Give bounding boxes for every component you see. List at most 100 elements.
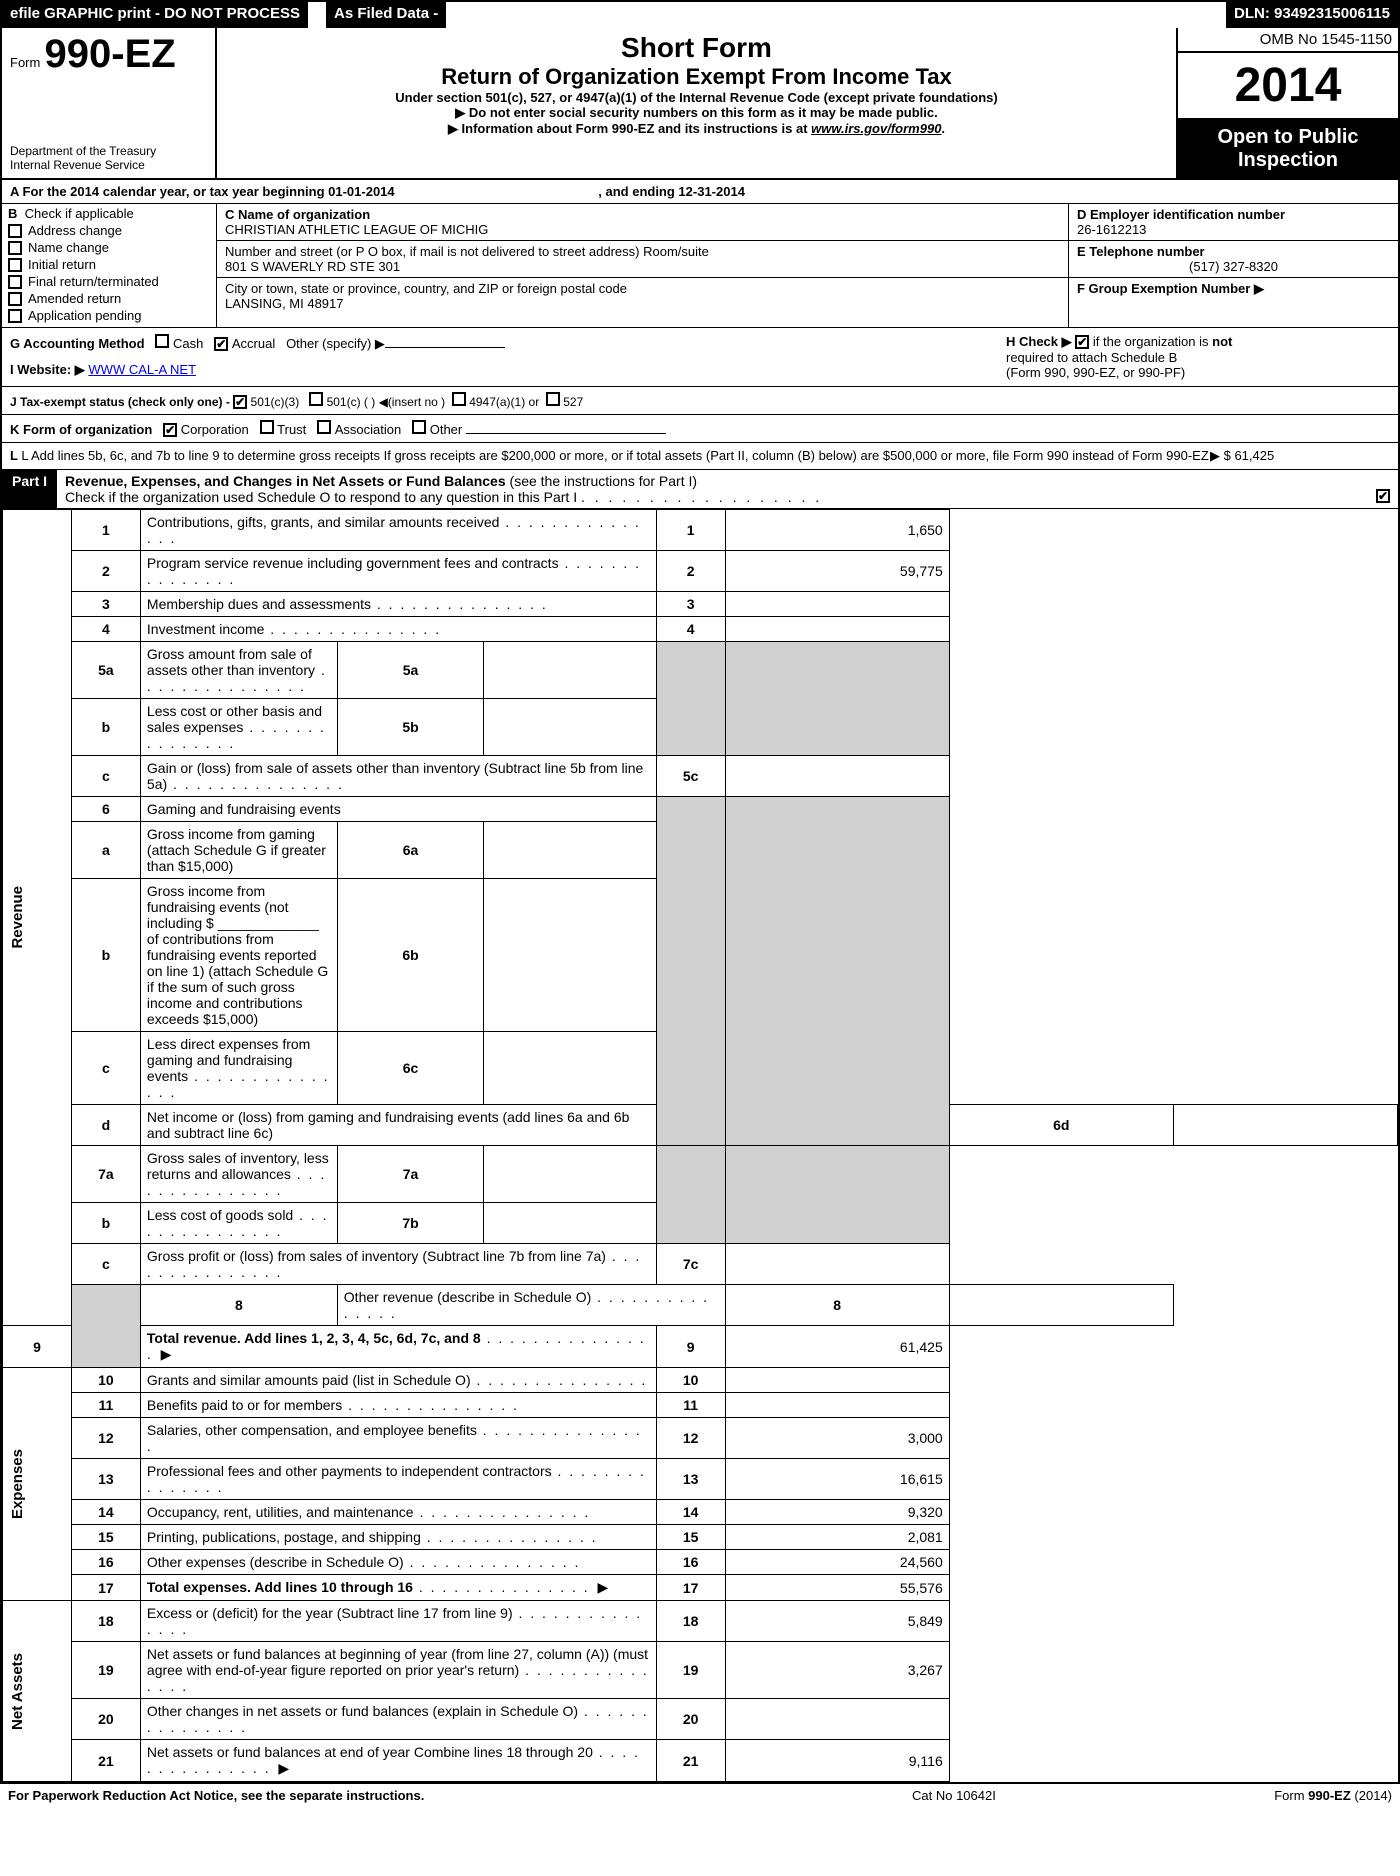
dln-label: DLN: 93492315006115: [1226, 2, 1398, 28]
chk-accrual[interactable]: ✔: [214, 337, 228, 351]
chk-501c[interactable]: [309, 392, 323, 406]
chk-4947[interactable]: [452, 392, 466, 406]
b-item: Initial return: [28, 257, 96, 272]
org-street: 801 S WAVERLY RD STE 301: [225, 259, 1060, 274]
sub-amt: [484, 879, 656, 1032]
line-ref: 14: [656, 1500, 725, 1525]
form-ref: Form 990-EZ (2014): [1162, 1788, 1392, 1803]
chk-corp[interactable]: ✔: [163, 423, 177, 437]
line-num: d: [71, 1105, 140, 1146]
website-link[interactable]: WWW CAL-A NET: [88, 362, 196, 377]
expenses-label: Expenses: [9, 1449, 26, 1519]
grey-cell: [71, 1285, 140, 1368]
chk-assoc[interactable]: [317, 420, 331, 434]
line-ref: 19: [656, 1642, 725, 1699]
b-item: Final return/terminated: [28, 274, 159, 289]
a-end: , and ending 12-31-2014: [598, 184, 745, 199]
col-b: B Check if applicable Address change Nam…: [2, 204, 217, 327]
efile-label: efile GRAPHIC print - DO NOT PROCESS: [2, 2, 308, 28]
chk-schedule-o[interactable]: ✔: [1376, 489, 1390, 503]
chk-cash[interactable]: [155, 334, 169, 348]
line-num: 5a: [71, 642, 140, 699]
line-num: 17: [71, 1575, 140, 1601]
part1-check: Check if the organization used Schedule …: [65, 489, 577, 505]
line-num: b: [71, 1203, 140, 1244]
j-c: 4947(a)(1) or: [469, 395, 539, 409]
line-num: c: [71, 1032, 140, 1105]
chk-name[interactable]: [8, 241, 22, 255]
line-amt: [725, 592, 949, 617]
chk-address[interactable]: [8, 224, 22, 238]
line-text: Program service revenue including govern…: [147, 555, 559, 571]
chk-trust[interactable]: [260, 420, 274, 434]
revenue-label: Revenue: [9, 886, 26, 949]
g-label: G Accounting Method: [10, 336, 145, 351]
l-text: L Add lines 5b, 6c, and 7b to line 9 to …: [21, 448, 1208, 463]
line-ref: 13: [656, 1459, 725, 1500]
form-page: efile GRAPHIC print - DO NOT PROCESS As …: [0, 0, 1400, 1784]
col-d: D Employer identification number 26-1612…: [1068, 204, 1398, 327]
k-other-input[interactable]: [466, 433, 666, 434]
chk-other-org[interactable]: [412, 420, 426, 434]
line-num: 8: [140, 1285, 337, 1326]
instr-info: ▶ Information about Form 990-EZ and its …: [227, 121, 1166, 137]
h-check: H Check ▶: [1006, 334, 1072, 349]
g-cash: Cash: [173, 336, 203, 351]
line-num: 21: [71, 1740, 140, 1782]
form-prefix: Form: [10, 55, 40, 70]
cat-no: Cat No 10642I: [912, 1788, 1162, 1803]
c-city-label: City or town, state or province, country…: [225, 281, 1060, 296]
line-amt: 3,000: [725, 1418, 949, 1459]
chk-amended[interactable]: [8, 292, 22, 306]
a-text: A For the 2014 calendar year, or tax yea…: [2, 180, 1398, 203]
line-ref: 18: [656, 1601, 725, 1642]
line-ref: 7c: [656, 1244, 725, 1285]
line-amt: 3,267: [725, 1642, 949, 1699]
chk-pending[interactable]: [8, 309, 22, 323]
chk-schedule-b[interactable]: ✔: [1075, 335, 1089, 349]
i-label: I Website: ▶: [10, 362, 85, 377]
line-amt: 9,116: [725, 1740, 949, 1782]
line-text: Other changes in net assets or fund bala…: [147, 1703, 578, 1719]
instr-ssn: ▶ Do not enter social security numbers o…: [227, 105, 1166, 121]
paperwork-notice: For Paperwork Reduction Act Notice, see …: [8, 1788, 912, 1803]
chk-final[interactable]: [8, 275, 22, 289]
chk-initial[interactable]: [8, 258, 22, 272]
line-ref: 1: [656, 510, 725, 551]
a-begin: A For the 2014 calendar year, or tax yea…: [10, 184, 395, 199]
line-ref: 10: [656, 1368, 725, 1393]
k-label: K Form of organization: [10, 422, 152, 437]
l-row: L L Add lines 5b, 6c, and 7b to line 9 t…: [2, 443, 1398, 470]
line-ref: 4: [656, 617, 725, 642]
line-amt: 61,425: [725, 1326, 949, 1368]
line-ref: 15: [656, 1525, 725, 1550]
line-text: Gross income from gaming (attach Schedul…: [147, 826, 326, 874]
line-num: 18: [71, 1601, 140, 1642]
line-amt: 2,081: [725, 1525, 949, 1550]
line-amt: 1,650: [725, 510, 949, 551]
sub-ref: 6a: [337, 822, 484, 879]
line-ref: 17: [656, 1575, 725, 1601]
h-t3: required to attach Schedule B: [1006, 350, 1177, 365]
form-number: 990-EZ: [45, 32, 176, 76]
chk-527[interactable]: [546, 392, 560, 406]
g-accrual: Accrual: [232, 336, 275, 351]
org-city: LANSING, MI 48917: [225, 296, 1060, 311]
line-text: Gaming and fundraising events: [140, 797, 656, 822]
line-ref: 2: [656, 551, 725, 592]
sep: [308, 2, 326, 28]
irs-link[interactable]: www.irs.gov/form990: [811, 121, 941, 136]
f-group-label: F Group Exemption Number ▶: [1077, 281, 1264, 296]
line-text: Benefits paid to or for members: [147, 1397, 342, 1413]
irs-label: Internal Revenue Service: [10, 158, 207, 172]
line-num: 13: [71, 1459, 140, 1500]
g-accounting: G Accounting Method Cash ✔ Accrual Other…: [2, 328, 998, 386]
line-amt: [725, 1244, 949, 1285]
g-other-input[interactable]: [385, 347, 505, 348]
line-text: Net income or (loss) from gaming and fun…: [147, 1109, 629, 1141]
h-not: not: [1212, 334, 1232, 349]
c-name-label: C Name of organization: [225, 207, 1060, 222]
line-amt: [725, 617, 949, 642]
chk-501c3[interactable]: ✔: [233, 395, 247, 409]
j-row: J Tax-exempt status (check only one) - ✔…: [2, 387, 1398, 415]
